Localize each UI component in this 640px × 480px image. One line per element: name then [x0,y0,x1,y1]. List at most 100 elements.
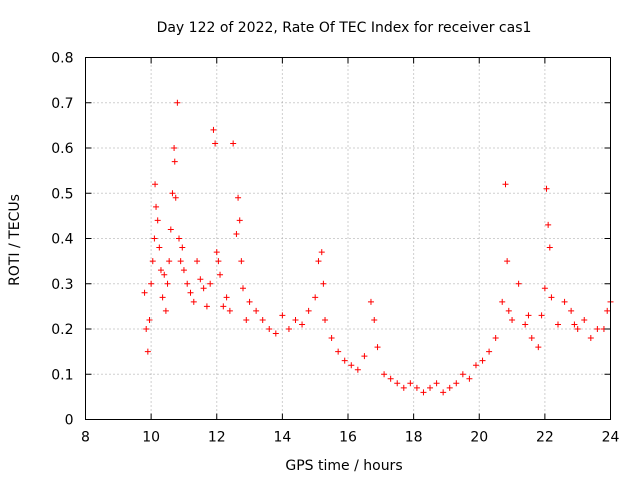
data-point [548,294,555,301]
y-tick-label: 0.2 [51,322,73,338]
data-point [253,307,260,314]
data-point [272,330,279,337]
data-point [335,348,342,355]
data-point [266,326,273,332]
data-point [172,194,179,201]
data-point [320,280,327,287]
data-point [574,326,581,332]
data-point [381,371,388,378]
data-points [141,99,614,396]
data-point [581,316,588,323]
data-point [184,280,191,287]
data-point [515,280,522,287]
data-point [236,217,243,224]
data-point [528,335,535,342]
data-point [226,307,233,314]
data-point [210,126,217,133]
data-point [169,190,176,197]
data-point [387,375,394,382]
x-tick-label: 18 [405,430,423,446]
data-point [312,294,319,301]
data-point [207,280,214,287]
y-tick-label: 0.5 [51,186,73,202]
data-point [446,384,453,391]
data-point [213,249,220,256]
data-point [190,298,197,305]
data-point [161,271,168,278]
data-point [318,249,325,256]
x-axis-label: GPS time / hours [285,458,402,474]
data-point [246,298,253,305]
data-point [152,181,159,188]
data-point [594,326,601,332]
data-point [230,140,237,147]
x-tick-label: 16 [339,430,357,446]
data-point [420,389,427,396]
data-point [561,298,568,305]
data-point [292,316,299,323]
y-tick-label: 0.8 [51,51,73,67]
data-point [171,145,178,151]
data-point [492,335,499,342]
data-point [407,380,414,387]
data-point [433,380,440,387]
data-point [571,321,578,328]
data-point [159,294,166,301]
data-point [453,380,460,387]
data-point [543,185,550,192]
data-point [164,280,171,287]
data-point [504,258,511,265]
data-point [176,235,183,242]
y-tick-label: 0.6 [51,141,73,157]
x-tick-label: 14 [273,430,291,446]
data-point [505,307,512,314]
data-point [177,258,184,265]
data-point [285,326,292,332]
data-point [215,258,222,265]
data-point [148,280,155,287]
data-point [166,258,173,265]
data-point [459,371,466,378]
chart-title: Day 122 of 2022, Rate Of TEC Index for r… [157,20,532,36]
data-point [233,230,240,237]
data-point [472,362,479,369]
data-point [141,289,148,296]
x-tick-label: 20 [470,430,488,446]
data-point [371,316,378,323]
data-point [374,344,381,351]
data-point [217,271,224,278]
data-point [479,357,486,364]
data-point [223,294,230,301]
data-point [212,140,219,147]
y-tick-label: 0.1 [51,367,73,383]
data-point [238,258,245,265]
data-point [587,335,594,342]
data-point [545,221,552,228]
data-point [525,312,532,319]
data-point [604,307,611,314]
data-point [427,384,434,391]
data-point [499,298,506,305]
axis-ticks: 8 10 12 14 16 18 20 22 24 0 0.1 0.2 0.3 0.4 0.5 0.6 0.7 0… [51,51,619,446]
x-tick-label: 12 [208,430,226,446]
data-point [174,99,181,106]
data-point [394,380,401,387]
data-point [341,357,348,364]
data-point [162,307,169,314]
data-point [235,194,242,201]
data-point [171,158,178,165]
x-tick-label: 8 [81,430,90,446]
data-point [413,384,420,391]
data-point [187,289,194,296]
data-point [203,303,210,310]
data-point [200,285,207,292]
x-tick-label: 24 [602,430,620,446]
data-point [259,316,266,323]
y-axis-label: ROTI / TECUs [7,194,23,286]
data-point [315,258,322,265]
grid-lines [85,57,611,420]
data-point [509,316,516,323]
data-point [546,244,553,251]
data-point [149,258,156,265]
